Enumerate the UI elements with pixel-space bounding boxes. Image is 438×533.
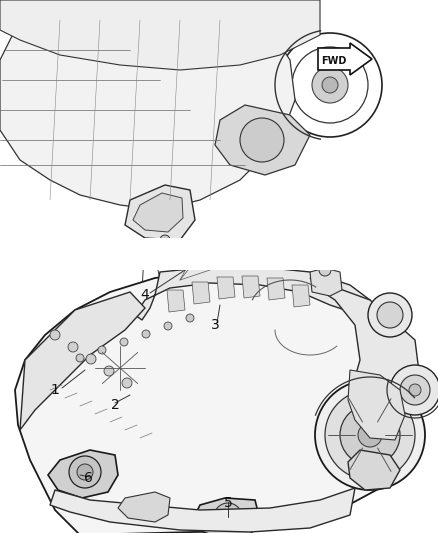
Circle shape <box>206 266 214 274</box>
Circle shape <box>400 375 430 405</box>
Circle shape <box>150 255 160 265</box>
Text: 5: 5 <box>224 496 233 510</box>
Circle shape <box>377 302 403 328</box>
Text: 4: 4 <box>141 288 149 302</box>
Circle shape <box>98 346 106 354</box>
Circle shape <box>184 261 192 269</box>
Circle shape <box>164 322 172 330</box>
Polygon shape <box>65 320 168 408</box>
Circle shape <box>221 510 235 524</box>
Circle shape <box>358 423 382 447</box>
Circle shape <box>68 342 78 352</box>
Circle shape <box>325 390 415 480</box>
Polygon shape <box>125 185 195 240</box>
Circle shape <box>170 245 180 255</box>
Circle shape <box>76 354 84 362</box>
Circle shape <box>368 293 412 337</box>
Circle shape <box>77 464 93 480</box>
Circle shape <box>160 235 170 245</box>
Polygon shape <box>348 370 405 440</box>
Polygon shape <box>0 0 320 70</box>
Polygon shape <box>50 488 355 532</box>
Polygon shape <box>310 278 420 475</box>
Circle shape <box>240 118 284 162</box>
Polygon shape <box>215 105 310 175</box>
Circle shape <box>104 366 114 376</box>
Circle shape <box>319 264 331 276</box>
Polygon shape <box>76 338 153 400</box>
Circle shape <box>120 338 128 346</box>
Circle shape <box>196 251 204 259</box>
Polygon shape <box>348 450 400 490</box>
Text: FWD: FWD <box>321 56 347 66</box>
Polygon shape <box>192 282 210 304</box>
Circle shape <box>225 285 245 305</box>
Circle shape <box>322 77 338 93</box>
Circle shape <box>142 330 150 338</box>
Polygon shape <box>48 450 118 498</box>
Circle shape <box>69 456 101 488</box>
Circle shape <box>312 67 348 103</box>
Polygon shape <box>292 285 310 307</box>
Text: 2: 2 <box>111 398 120 412</box>
Polygon shape <box>217 277 235 299</box>
Circle shape <box>390 365 438 415</box>
Circle shape <box>86 354 96 364</box>
Text: 6: 6 <box>84 471 92 485</box>
Polygon shape <box>205 270 265 325</box>
Circle shape <box>217 277 253 313</box>
Circle shape <box>122 378 132 388</box>
Polygon shape <box>318 43 372 75</box>
Circle shape <box>50 330 60 340</box>
Circle shape <box>409 384 421 396</box>
Polygon shape <box>20 292 145 430</box>
Circle shape <box>186 314 194 322</box>
Circle shape <box>214 503 242 531</box>
Text: 3: 3 <box>211 318 219 332</box>
Polygon shape <box>242 276 260 298</box>
Polygon shape <box>167 290 185 312</box>
Polygon shape <box>310 268 342 296</box>
Bar <box>0 238 438 270</box>
Circle shape <box>315 380 425 490</box>
Polygon shape <box>135 268 370 320</box>
Polygon shape <box>133 193 183 232</box>
Polygon shape <box>195 498 260 533</box>
Polygon shape <box>15 272 420 533</box>
Polygon shape <box>118 492 170 522</box>
Circle shape <box>340 405 400 465</box>
Polygon shape <box>0 0 295 210</box>
Text: 1: 1 <box>50 383 60 397</box>
Polygon shape <box>267 278 285 300</box>
